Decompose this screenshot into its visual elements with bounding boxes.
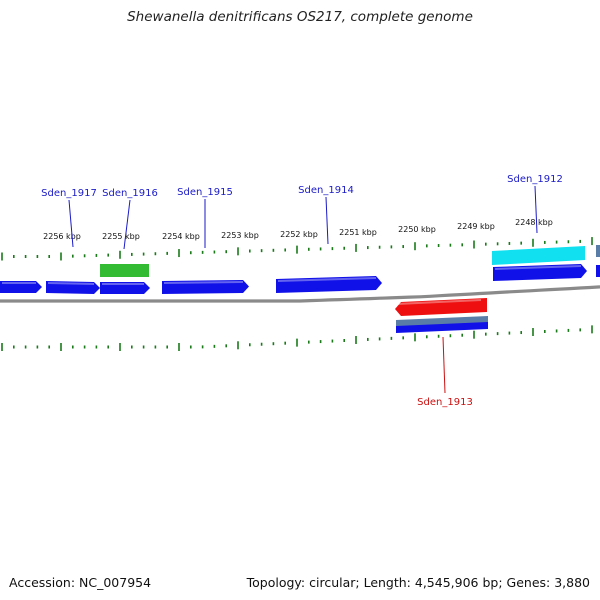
gene-arrow[interactable] xyxy=(162,280,249,294)
gene-arrow[interactable] xyxy=(0,281,42,293)
gene-arrow[interactable] xyxy=(493,264,587,281)
kbp-label: 2254 kbp xyxy=(162,232,200,241)
gene-leader-line xyxy=(325,196,329,245)
gene-arrow-edge[interactable] xyxy=(596,245,600,257)
gene-label[interactable]: Sden_1912 xyxy=(507,174,563,185)
gene-arrow[interactable] xyxy=(396,322,488,333)
gene-leader-line xyxy=(442,336,446,394)
tick-layer xyxy=(1,237,593,351)
page-title: Shewanella denitrificans OS217, complete… xyxy=(127,9,473,25)
kbp-label: 2256 kbp xyxy=(43,232,81,241)
kbp-label: 2251 kbp xyxy=(339,228,377,237)
gene-arrow-edge[interactable] xyxy=(596,265,600,277)
gene-arrow[interactable] xyxy=(46,281,100,294)
gene-arrow[interactable] xyxy=(276,276,382,293)
kbp-label: 2252 kbp xyxy=(280,230,318,239)
gene-leader-line xyxy=(534,185,538,234)
gene-label[interactable]: Sden_1915 xyxy=(177,187,233,198)
accession-text: Accession: NC_007954 xyxy=(9,575,152,590)
kbp-label: 2253 kbp xyxy=(221,231,259,240)
gene-leader-line xyxy=(123,199,131,250)
gene-label[interactable]: Sden_1914 xyxy=(298,185,354,196)
gene-highlight-cyan[interactable] xyxy=(492,246,585,265)
gene-layer xyxy=(0,245,600,333)
gene-label[interactable]: Sden_1913 xyxy=(417,397,473,408)
label-layer: 2256 kbp 2255 kbp 2254 kbp 2253 kbp 2252 kbp… xyxy=(41,174,563,408)
gene-steel[interactable] xyxy=(396,316,488,327)
genome-backbone xyxy=(0,285,600,303)
kbp-label: 2255 kbp xyxy=(102,232,140,241)
gene-arrow-shine xyxy=(163,281,244,284)
gene-highlight-red[interactable] xyxy=(395,298,487,316)
gene-arrow-shine xyxy=(47,282,95,285)
gene-label[interactable]: Sden_1917 xyxy=(41,188,97,199)
gene-label[interactable]: Sden_1916 xyxy=(102,188,158,199)
gene-highlight-green[interactable] xyxy=(100,264,149,277)
gene-arrow[interactable] xyxy=(100,282,150,294)
genome-info-text: Topology: circular; Length: 4,545,906 bp… xyxy=(246,575,590,590)
gene-arrow-shine xyxy=(494,265,582,270)
backbone-layer xyxy=(0,285,600,303)
gene-highlight-red-shine xyxy=(396,299,482,305)
kbp-label: 2250 kbp xyxy=(398,225,436,234)
gene-leader-line xyxy=(68,199,74,248)
kbp-label: 2249 kbp xyxy=(457,222,495,231)
kbp-label: 2248 kbp xyxy=(515,218,553,227)
gene-arrow-shine xyxy=(277,277,377,282)
